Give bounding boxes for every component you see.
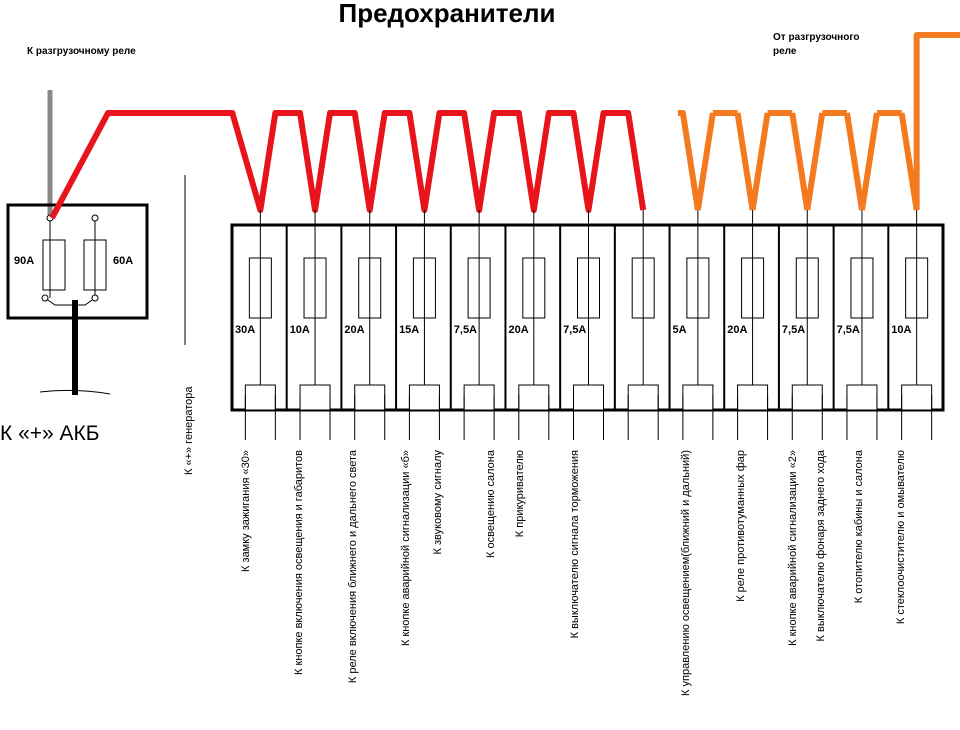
fuse-rating: 10А	[290, 324, 310, 336]
title: Предохранители	[339, 0, 556, 28]
leg	[682, 395, 714, 440]
fuse-rating: 15А	[399, 324, 419, 336]
right-label: От разгрузочного	[773, 32, 859, 43]
fuse-rating: 20А	[727, 324, 747, 336]
relay-box	[6, 203, 149, 320]
fuse-rating: 90А	[14, 255, 34, 267]
load-label: К выключателю сигнала торможения	[569, 450, 581, 638]
terminal	[408, 384, 440, 411]
fuse-rating: 7,5А	[454, 324, 477, 336]
load-label: К управлению освещением(ближний и дальни…	[680, 450, 692, 696]
terminal	[91, 294, 99, 302]
leg	[244, 395, 276, 440]
terminal	[244, 384, 276, 411]
leg	[408, 395, 440, 440]
fuse-rating: 7,5А	[782, 324, 805, 336]
fuse-rating: 7,5А	[837, 324, 860, 336]
terminal	[573, 384, 604, 411]
terminal	[91, 214, 99, 222]
terminal	[299, 384, 331, 411]
load-label: К реле включения ближнего и дальнего све…	[347, 449, 359, 683]
leg	[573, 395, 604, 440]
fuse-rating: 20А	[508, 324, 528, 336]
terminal	[354, 384, 386, 411]
fuse-rating: 20А	[344, 324, 364, 336]
fuse-rating: 7,5А	[563, 324, 586, 336]
leg	[846, 395, 878, 440]
red-wire	[49, 110, 647, 220]
fuse	[42, 239, 66, 291]
leg	[518, 395, 550, 440]
right-label: реле	[773, 46, 797, 57]
fuse-rating: 30А	[235, 324, 255, 336]
terminal	[463, 384, 495, 411]
load-label: К кнопке включения освещения и габаритов	[293, 450, 305, 675]
orange-wire	[677, 32, 960, 211]
load-label: К выключателю фонаря заднего хода	[815, 449, 827, 641]
load-label: К стеклоочистителю и омывателю	[895, 450, 907, 624]
leg	[354, 395, 386, 440]
terminal	[846, 384, 878, 411]
leg	[901, 395, 933, 440]
fuse-rating: 10А	[891, 324, 911, 336]
terminal	[901, 384, 933, 411]
load-label: К замку зажигания «30»	[240, 450, 252, 572]
load-label: К звуковому сигналу	[432, 450, 444, 555]
terminal	[682, 384, 714, 411]
connection	[44, 218, 96, 306]
fuse-rating: 60А	[113, 255, 133, 267]
load-label: К кнопке аварийной сигнализации «б»	[400, 450, 412, 646]
terminal	[41, 294, 49, 302]
leg	[463, 395, 495, 440]
left-label: К разгрузочному реле	[27, 46, 136, 57]
terminal	[518, 384, 550, 411]
load-label: К отопителю кабины и салона	[853, 449, 865, 603]
load-label: К реле противотуманных фар	[735, 450, 747, 602]
terminal	[627, 384, 659, 411]
load-label: К прикуривателю	[514, 450, 526, 537]
terminal	[737, 384, 769, 411]
wire-end	[39, 389, 111, 395]
leg	[737, 395, 769, 440]
battery-label: К «+» АКБ	[0, 422, 100, 445]
load-label: К освещению салона	[485, 449, 497, 558]
leg	[627, 395, 659, 440]
fuse-rating: 5А	[673, 324, 687, 336]
leg	[791, 395, 823, 440]
terminal	[791, 384, 823, 411]
leg	[299, 395, 331, 440]
generator-label: К «+» генератора	[183, 386, 195, 475]
load-label: К кнопке аварийной сигнализации «2»	[787, 450, 799, 646]
